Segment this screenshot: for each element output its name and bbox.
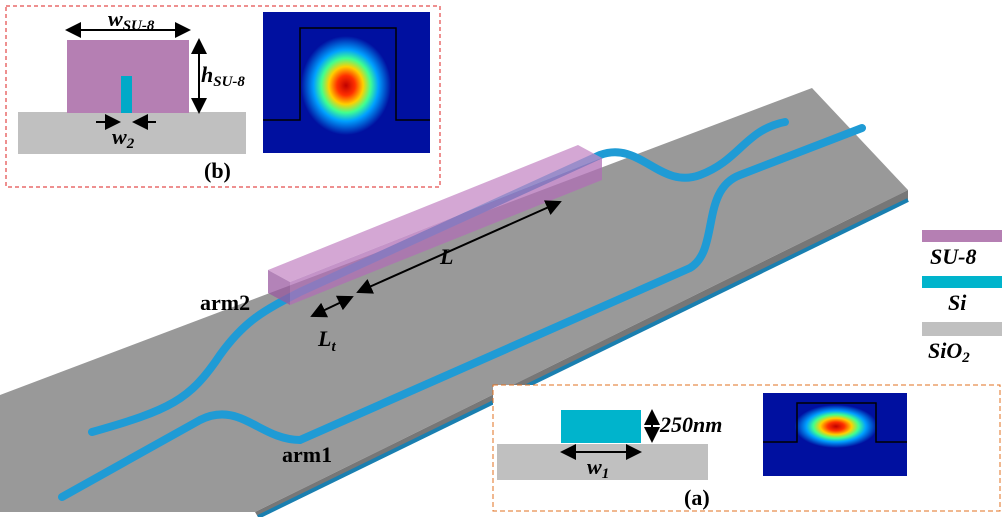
thickness-label: 250nm <box>659 412 722 437</box>
inset-b-label: (b) <box>204 158 231 183</box>
taper-arrow <box>310 295 354 318</box>
legend-swatch <box>922 230 1002 242</box>
si <box>121 76 132 113</box>
mode-outline <box>763 402 907 443</box>
legend-swatch <box>922 276 1002 288</box>
si <box>561 410 641 443</box>
width-label: wSU-8 <box>108 6 155 34</box>
taper-label: Lt <box>317 326 336 355</box>
length-arrow <box>356 200 562 294</box>
mode-field <box>296 25 396 135</box>
inset-a-label: (a) <box>684 485 710 510</box>
su8-side <box>268 270 290 305</box>
gap-label: w2 <box>112 124 135 152</box>
arm2-label: arm2 <box>200 290 250 315</box>
height-label: hSU-8 <box>201 62 245 90</box>
si-edge <box>257 198 909 517</box>
legend-label: Si <box>948 290 967 315</box>
legend-label: SiO2 <box>928 338 970 366</box>
mode-outline <box>263 27 430 121</box>
arm1-label: arm1 <box>282 442 332 467</box>
mode-field <box>790 400 882 448</box>
legend-swatch <box>922 322 1002 336</box>
length-label: L <box>439 244 453 269</box>
substrate-top <box>0 88 908 512</box>
width-label: w1 <box>587 454 609 482</box>
substrate-side <box>255 190 908 517</box>
legend-label: SU-8 <box>930 244 976 269</box>
waveguide-arm1 <box>58 124 866 501</box>
